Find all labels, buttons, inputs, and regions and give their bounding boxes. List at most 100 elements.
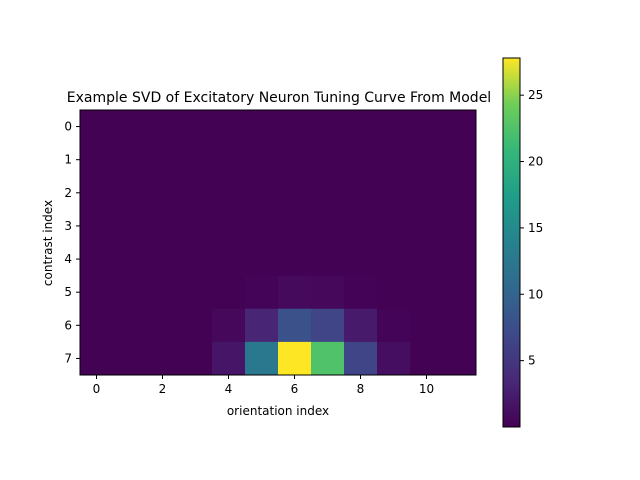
colorbar-tick-label: 5 [528,354,536,368]
y-tick-label: 6 [64,318,72,332]
heatmap-cell [443,110,477,144]
heatmap-cell [410,143,444,177]
heatmap-cell [344,341,378,376]
heatmap-cell [146,110,180,144]
colorbar-tick-label: 20 [528,155,543,169]
y-tick-label: 2 [64,186,72,200]
heatmap-cell [443,275,477,310]
heatmap-cell [179,275,213,310]
x-axis-label: orientation index [227,404,329,418]
heatmap-cell [146,308,180,343]
heatmap-cell [113,209,147,244]
heatmap-cell [80,110,114,144]
heatmap-cell [80,275,114,310]
heatmap-cell [113,308,147,343]
y-tick-label: 1 [64,153,72,167]
heatmap-cell [377,242,411,277]
heatmap-cell [311,110,345,144]
heatmap-cell [212,209,246,244]
heatmap-cell [146,143,180,177]
heatmap-cells [80,110,477,376]
heatmap-cell [344,275,378,310]
colorbar-tick-label: 10 [528,287,543,301]
heatmap-cell [278,143,312,177]
heatmap-cell [278,308,312,343]
heatmap-cell [245,143,279,177]
heatmap-cell [179,143,213,177]
heatmap-cell [80,242,114,277]
heatmap-cell [443,143,477,177]
heatmap-cell [443,176,477,210]
heatmap-cell [278,209,312,244]
heatmap-cell [212,110,246,144]
plot-frame [79,109,477,376]
colorbar-ticks: 5 10 15 20 25 [520,88,543,368]
y-tick-label: 4 [64,252,72,266]
x-tick-label: 0 [93,382,101,396]
heatmap-cell [278,275,312,310]
heatmap-cell [344,308,378,343]
heatmap-cell [410,275,444,310]
heatmap-cell [410,110,444,144]
heatmap-cell [443,308,477,343]
heatmap-cell [278,341,312,376]
heatmap-cell [179,110,213,144]
heatmap-cell [443,209,477,244]
heatmap-cell [344,176,378,210]
heatmap-cell [278,176,312,210]
heatmap-cell [410,209,444,244]
heatmap-cell [113,242,147,277]
heatmap-cell [212,176,246,210]
heatmap-cell [344,242,378,277]
heatmap-cell [113,275,147,310]
heatmap-cell [377,275,411,310]
y-tick-label: 7 [64,351,72,365]
heatmap-cell [377,308,411,343]
heatmap-cell [377,143,411,177]
x-axis-ticks: 0 2 4 6 8 10 [93,375,434,396]
colorbar-tick-label: 25 [528,88,543,102]
heatmap-cell [245,176,279,210]
y-axis-label: contrast index [41,200,55,286]
heatmap-cell [311,143,345,177]
heatmap-cell [443,341,477,376]
heatmap-cell [80,308,114,343]
heatmap-cell [146,341,180,376]
heatmap-cell [377,209,411,244]
colorbar: 5 10 15 20 25 [502,57,543,428]
heatmap-cell [80,143,114,177]
heatmap-cell [410,242,444,277]
heatmap-cell [245,110,279,144]
y-tick-label: 0 [64,120,72,134]
heatmap-cell [245,209,279,244]
heatmap-cell [410,341,444,376]
heatmap-cell [146,242,180,277]
heatmap-cell [278,110,312,144]
y-tick-label: 3 [64,219,72,233]
x-tick-label: 10 [419,382,434,396]
heatmap-cell [377,110,411,144]
heatmap-cell [278,242,312,277]
colorbar-gradient [502,57,521,428]
heatmap-cell [245,242,279,277]
heatmap-cell [179,176,213,210]
heatmap-cell [146,176,180,210]
heatmap-cell [245,341,279,376]
heatmap-cell [113,143,147,177]
heatmap-cell [212,242,246,277]
heatmap-cell [245,308,279,343]
heatmap-cell [80,176,114,210]
heatmap-cell [212,341,246,376]
chart-title: Example SVD of Excitatory Neuron Tuning … [67,90,491,106]
heatmap-cell [410,308,444,343]
heatmap-cell [377,176,411,210]
heatmap-cell [212,308,246,343]
heatmap-cell [311,308,345,343]
heatmap-cell [410,176,444,210]
heatmap-cell [377,341,411,376]
heatmap-cell [179,308,213,343]
heatmap-cell [80,341,114,376]
heatmap-cell [80,209,114,244]
y-axis-ticks: 0 1 2 3 4 5 6 7 [64,120,80,365]
heatmap-cell [311,341,345,376]
